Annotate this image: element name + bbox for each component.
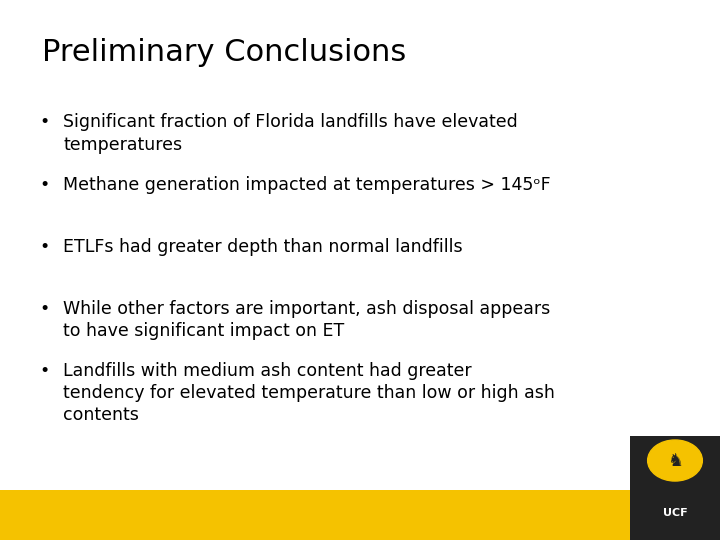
- Text: Preliminary Conclusions: Preliminary Conclusions: [42, 38, 406, 67]
- Text: While other factors are important, ash disposal appears
to have significant impa: While other factors are important, ash d…: [63, 300, 551, 340]
- Text: •: •: [40, 300, 50, 318]
- Text: •: •: [40, 238, 50, 255]
- Bar: [630, 436, 720, 540]
- Text: •: •: [40, 113, 50, 131]
- Text: •: •: [40, 362, 50, 380]
- Text: Significant fraction of Florida landfills have elevated
temperatures: Significant fraction of Florida landfill…: [63, 113, 518, 153]
- Circle shape: [648, 440, 703, 481]
- Text: Methane generation impacted at temperatures > 145ᵒF: Methane generation impacted at temperatu…: [63, 176, 551, 193]
- Text: ♞: ♞: [667, 451, 683, 469]
- Bar: [0, 490, 720, 540]
- Text: •: •: [40, 176, 50, 193]
- Text: UCF: UCF: [662, 508, 688, 518]
- Text: ETLFs had greater depth than normal landfills: ETLFs had greater depth than normal land…: [63, 238, 463, 255]
- Text: Landfills with medium ash content had greater
tendency for elevated temperature : Landfills with medium ash content had gr…: [63, 362, 555, 424]
